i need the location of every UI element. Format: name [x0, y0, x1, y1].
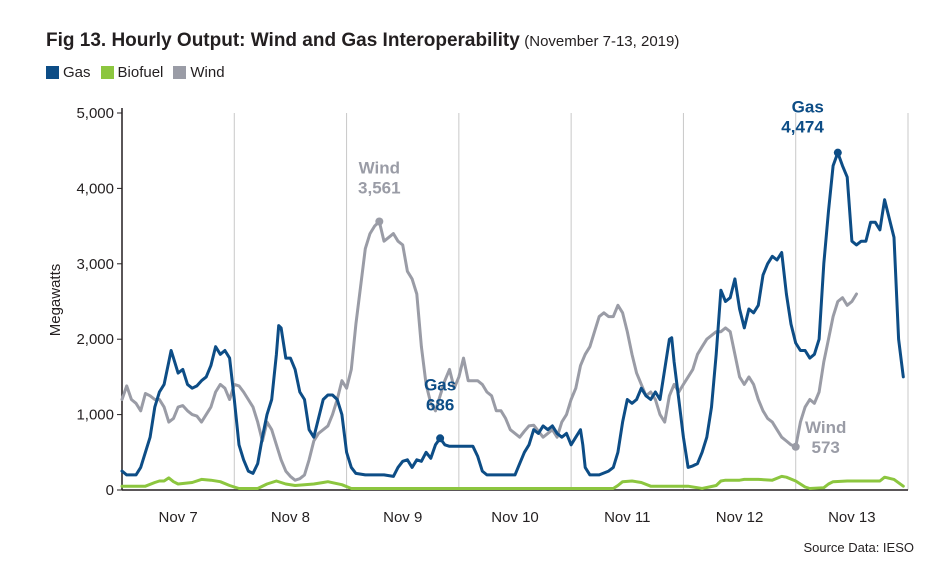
y-tick-label: 2,000: [76, 331, 114, 348]
x-tick-label: Nov 13: [828, 509, 876, 526]
chart-title-row: Fig 13. Hourly Output: Wind and Gas Inte…: [46, 30, 679, 52]
series-layer: [120, 151, 905, 490]
annotation-value: 3,561: [358, 179, 401, 198]
legend-item-biofuel: Biofuel: [100, 64, 164, 81]
x-tick-label: Nov 11: [604, 509, 650, 526]
y-tick-label: 1,000: [76, 407, 114, 424]
annotation-marker: [375, 217, 384, 226]
x-tick-label: Nov 8: [271, 509, 310, 526]
y-tick-label: 0: [106, 482, 114, 499]
annotation-label: Wind: [805, 418, 846, 437]
annotation-label: Gas: [792, 98, 824, 117]
series-line-biofuel: [120, 474, 905, 490]
legend-label-biofuel: Biofuel: [117, 64, 164, 81]
legend-swatch-wind: [173, 66, 187, 79]
y-axis-label: Megawatts: [47, 264, 64, 337]
annotation-label: Wind: [359, 159, 400, 178]
annotation-value: 573: [812, 438, 840, 457]
y-tick-label: 4,000: [76, 180, 114, 197]
x-tick-label: Nov 7: [159, 509, 198, 526]
chart-title: Fig 13. Hourly Output: Wind and Gas Inte…: [46, 30, 520, 51]
chart-subtitle: (November 7-13, 2019): [524, 33, 680, 50]
annotation-marker: [436, 434, 445, 443]
y-tick-label: 3,000: [76, 256, 114, 273]
annotation-value: 4,474: [781, 118, 824, 137]
source-note: Source Data: IESO: [803, 540, 914, 555]
annotation-marker: [791, 442, 800, 451]
series-line-gas: [120, 151, 905, 478]
series-line-wind: [120, 220, 858, 482]
x-tick-label: Nov 12: [716, 509, 764, 526]
annotation-marker: [833, 148, 842, 157]
legend-item-gas: Gas: [46, 64, 91, 81]
annotation-value: 686: [426, 395, 454, 414]
y-tick-label: 5,000: [76, 105, 114, 122]
x-tick-label: Nov 9: [383, 509, 422, 526]
legend: Gas Biofuel Wind: [46, 64, 235, 81]
axis-layer: 0 1,000 2,000 3,000 4,000 5,000 Nov 7 Nov 8 Nov …: [76, 105, 908, 526]
legend-item-wind: Wind: [173, 64, 225, 81]
legend-swatch-gas: [46, 66, 59, 79]
legend-label-wind: Wind: [190, 64, 225, 81]
x-tick-label: Nov 10: [491, 509, 539, 526]
legend-swatch-biofuel: [100, 66, 114, 79]
legend-label-gas: Gas: [63, 64, 91, 81]
annotation-label: Gas: [424, 375, 456, 394]
